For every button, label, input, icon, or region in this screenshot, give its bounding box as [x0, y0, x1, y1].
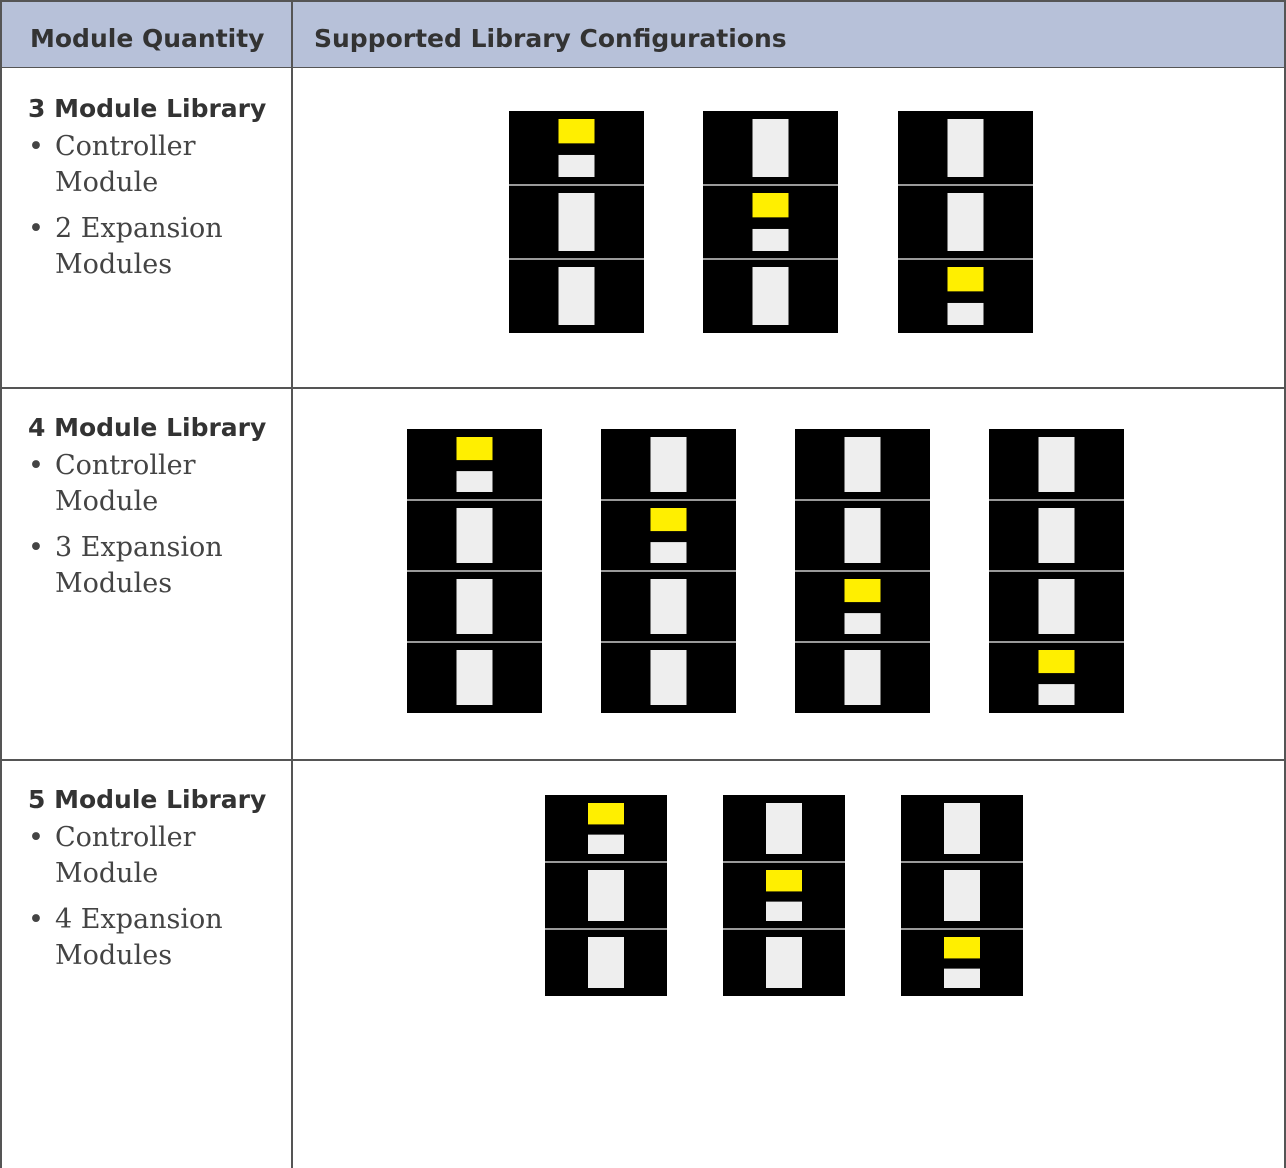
module-door [650, 437, 687, 492]
module-door [558, 267, 595, 325]
module-door [947, 119, 984, 177]
bullet-item: Controller Module [28, 129, 230, 201]
controller-display [588, 803, 624, 825]
bullet-list: Controller Module 3 Expansion Modules [28, 448, 278, 602]
module-door [752, 267, 789, 325]
library-diagram [723, 795, 845, 996]
bullet-item: 3 Expansion Modules [28, 530, 230, 602]
controller-panel [456, 471, 493, 492]
row-title: 3 Module Library [28, 94, 267, 123]
controller-display [456, 437, 493, 461]
controller-display [844, 579, 881, 603]
row-label: 5 Module Library Controller Module 4 Expan… [28, 761, 278, 984]
module-door [766, 803, 802, 854]
module-door [650, 650, 687, 705]
module-door [844, 508, 881, 563]
controller-panel [558, 154, 595, 177]
row-label: 4 Module Library Controller Module 3 Expan… [28, 389, 278, 612]
library-diagram [898, 111, 1033, 333]
controller-display [752, 193, 789, 218]
module-door [558, 193, 595, 251]
bullet-list: Controller Module 2 Expansion Modules [28, 129, 278, 283]
module-door [944, 803, 980, 854]
library-diagram [601, 429, 736, 713]
row-label: 3 Module Library Controller Module 2 Expan… [28, 70, 278, 293]
module-door [844, 650, 881, 705]
module-door [456, 579, 493, 634]
controller-panel [947, 302, 984, 325]
bullet-list: Controller Module 4 Expansion Modules [28, 820, 278, 974]
header-cell: Supported Library Configurations [314, 24, 787, 53]
column-divider [291, 0, 293, 1168]
controller-display [947, 267, 984, 292]
library-diagram [407, 429, 542, 713]
module-door [752, 119, 789, 177]
module-door [456, 650, 493, 705]
module-door [650, 579, 687, 634]
library-diagram [901, 795, 1023, 996]
header-cell: Module Quantity [30, 24, 265, 53]
module-door [947, 193, 984, 251]
row-title: 5 Module Library [28, 785, 267, 814]
row-title: 4 Module Library [28, 413, 267, 442]
row-divider [0, 759, 1286, 761]
controller-panel [752, 228, 789, 251]
library-diagram [703, 111, 838, 333]
controller-display [944, 937, 980, 959]
module-door [1038, 508, 1075, 563]
header-row: Module Quantity Supported Library Config… [0, 0, 1286, 68]
border [1284, 0, 1286, 1168]
controller-panel [1038, 684, 1075, 705]
module-door [766, 937, 802, 988]
module-door [844, 437, 881, 492]
bullet-item: Controller Module [28, 448, 230, 520]
module-door [1038, 437, 1075, 492]
controller-panel [766, 901, 802, 921]
controller-display [558, 119, 595, 144]
controller-display [766, 870, 802, 892]
bullet-item: 2 Expansion Modules [28, 211, 230, 283]
row-divider [0, 387, 1286, 389]
library-diagram [545, 795, 667, 996]
bullet-item: Controller Module [28, 820, 230, 892]
module-door [1038, 579, 1075, 634]
bullet-item: 4 Expansion Modules [28, 902, 230, 974]
module-door [456, 508, 493, 563]
controller-display [1038, 650, 1075, 674]
library-diagram [989, 429, 1124, 713]
controller-panel [588, 834, 624, 854]
controller-panel [650, 542, 687, 563]
controller-panel [944, 968, 980, 988]
controller-panel [844, 613, 881, 634]
border [0, 0, 2, 1168]
controller-display [650, 508, 687, 532]
library-diagram [509, 111, 644, 333]
library-diagram [795, 429, 930, 713]
module-door [944, 870, 980, 921]
module-door [588, 937, 624, 988]
module-door [588, 870, 624, 921]
